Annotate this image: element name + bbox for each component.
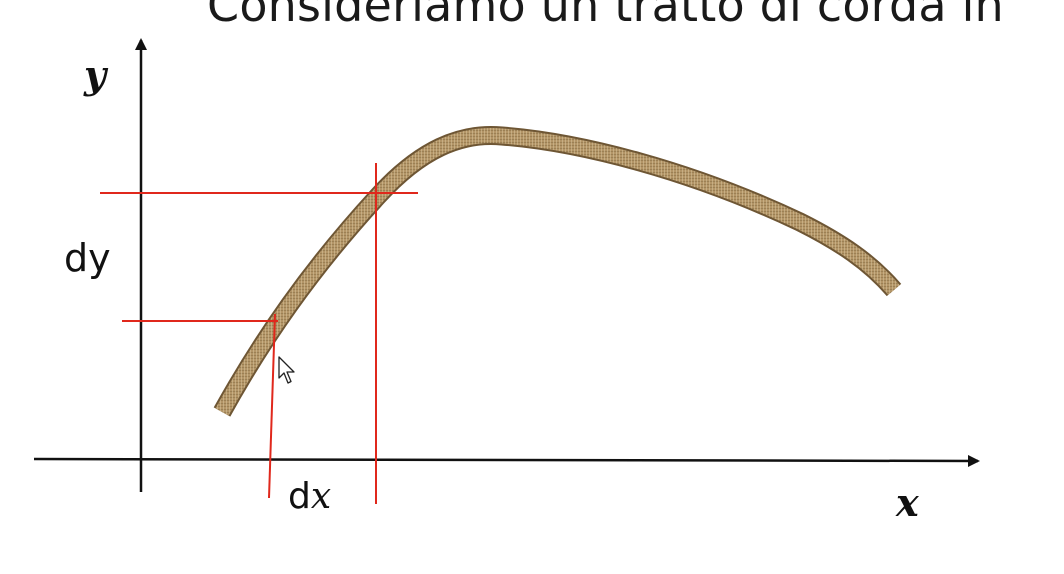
- x-axis-label: x: [896, 480, 919, 525]
- dx-label-x: x: [310, 476, 332, 517]
- mouse-pointer-icon: [278, 356, 295, 384]
- y-axis-label: y: [84, 52, 107, 97]
- dx-left-guide: [268, 313, 276, 499]
- slide-title: Consideriamo un tratto di corda in: [207, 0, 1004, 32]
- dx-label: dx: [288, 476, 331, 517]
- x-axis: [33, 454, 980, 467]
- rope: [215, 127, 900, 416]
- dy-label: dy: [64, 236, 111, 280]
- dx-label-d: d: [288, 476, 311, 517]
- rope-outline: [213, 125, 902, 417]
